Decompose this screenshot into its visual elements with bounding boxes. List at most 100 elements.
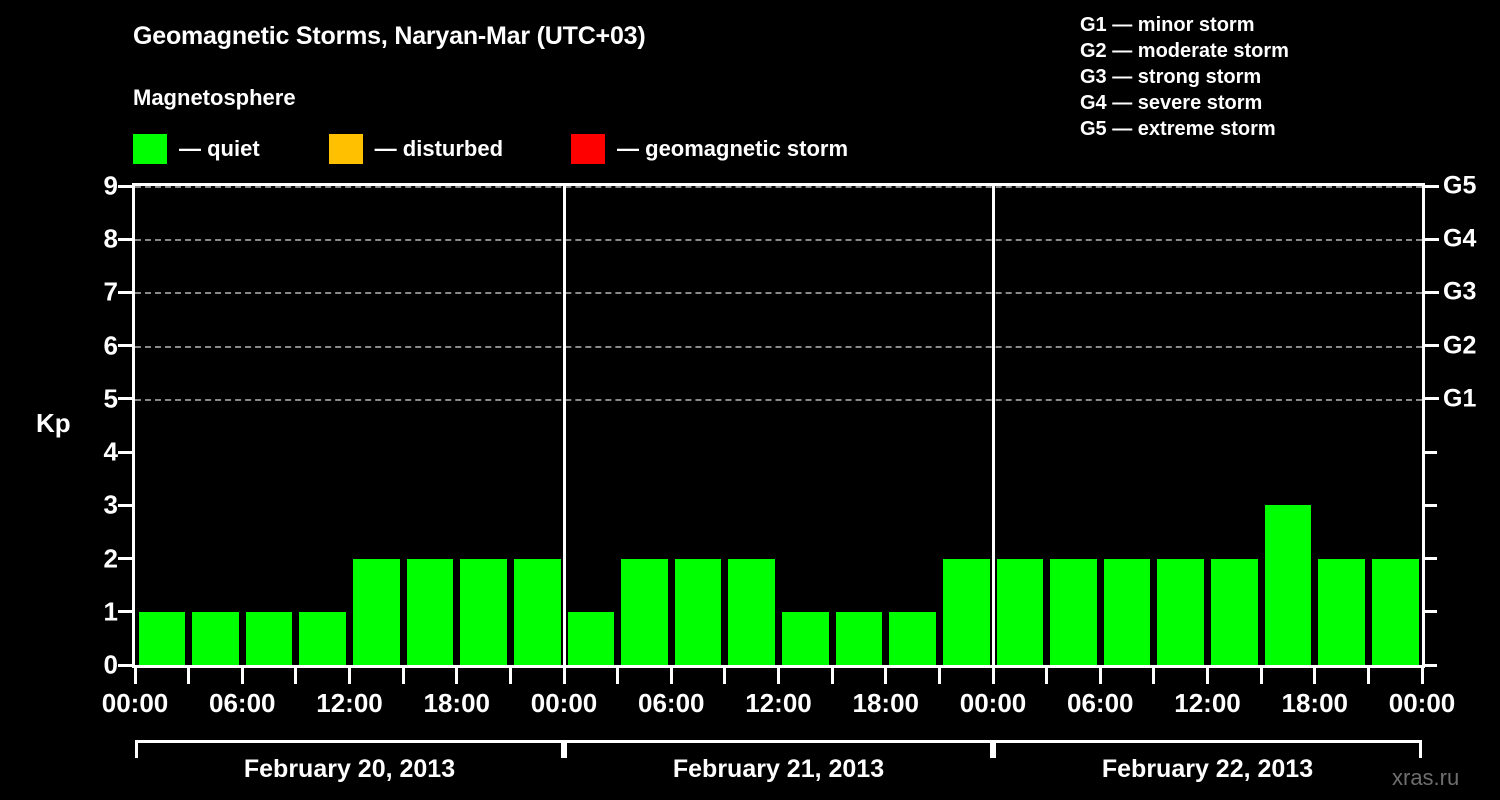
legend-item-quiet: — quiet	[133, 134, 260, 164]
bar	[192, 611, 239, 665]
x-tick-mark-16	[991, 668, 995, 684]
x-tick-mark-12	[777, 668, 780, 684]
bar	[1157, 558, 1204, 665]
day-bracket	[993, 740, 1422, 758]
g-legend-line-g5: G5 — extreme storm	[1080, 118, 1276, 140]
y-axis-title: Kp	[36, 408, 71, 438]
g-tick-mark-G1	[1425, 397, 1439, 401]
day-separator	[991, 186, 995, 665]
bar	[406, 558, 454, 665]
x-tick-mark-19	[1152, 668, 1156, 684]
x-tick-mark-1	[187, 668, 191, 684]
day-label: February 22, 2013	[1101, 755, 1314, 783]
bar	[996, 558, 1044, 665]
g-minor-tick-kp-2	[1425, 557, 1437, 561]
g-scale-legend: G1 — minor storm G2 — moderate storm G3 …	[1080, 12, 1289, 142]
day-brackets	[132, 740, 1428, 760]
bar	[245, 611, 293, 665]
g-axis-tick-labels: G1 G2 G3 G4 G5	[1443, 172, 1499, 668]
bar	[1050, 558, 1097, 665]
x-tick-label-1: 06:00	[209, 688, 276, 718]
y-tick-label-4: 4	[103, 436, 118, 467]
g-minor-tick-kp-4	[1425, 450, 1437, 454]
g-tick-label-G5: G5	[1443, 171, 1477, 200]
bar	[621, 558, 668, 665]
x-tick-mark-23	[1366, 668, 1370, 684]
x-tick-mark-0	[133, 668, 137, 684]
x-tick-mark-4	[348, 668, 351, 684]
x-tick-mark-8	[562, 668, 566, 684]
y-tick-label-3: 3	[103, 489, 118, 520]
legend-label-quiet: — quiet	[179, 136, 260, 161]
legend-item-disturbed: — disturbed	[328, 134, 504, 164]
day-labels: February 20, 2013 February 21, 2013 Februa…	[132, 755, 1428, 791]
x-tick-mark-18	[1098, 668, 1102, 684]
gridline-kp-5	[135, 398, 1422, 401]
x-tick-mark-24	[1420, 668, 1424, 684]
legend-item-storm: — geomagnetic storm	[571, 134, 848, 164]
x-tick-label-2: 12:00	[316, 688, 383, 718]
x-tick-label-10: 12:00	[1174, 688, 1241, 718]
x-tick-mark-15	[937, 668, 941, 684]
x-tick-mark-22	[1313, 668, 1317, 684]
gridline-kp-8	[135, 239, 1422, 242]
g-tick-mark-G4	[1425, 237, 1439, 241]
day-label: February 21, 2013	[672, 755, 885, 783]
g-legend-line-g3: G3 — strong storm	[1080, 66, 1262, 88]
bar	[353, 558, 400, 665]
bar	[782, 611, 829, 665]
bar	[942, 558, 990, 665]
page-title: Geomagnetic Storms, Naryan-Mar (UTC+03)	[133, 22, 646, 50]
bar	[674, 558, 722, 665]
g-tick-label-G3: G3	[1443, 277, 1477, 306]
y-tick-mark-9	[118, 184, 132, 188]
y-tick-mark-5	[118, 397, 132, 401]
y-tick-label-7: 7	[103, 276, 118, 307]
x-tick-mark-3	[294, 668, 298, 684]
g-minor-tick-kp-0	[1425, 663, 1437, 667]
day-label: February 20, 2013	[243, 755, 456, 783]
x-tick-mark-2	[240, 668, 244, 684]
x-tick-label-4: 00:00	[530, 688, 598, 718]
y-tick-label-5: 5	[103, 383, 118, 414]
x-tick-label-8: 00:00	[959, 688, 1027, 718]
storm-swatch	[571, 134, 606, 164]
bar	[513, 558, 561, 665]
day-bracket	[564, 740, 993, 758]
x-tick-label-12: 00:00	[1388, 688, 1456, 718]
x-axis-ticks	[132, 668, 1428, 684]
y-tick-label-0: 0	[103, 649, 118, 680]
x-tick-mark-6	[455, 668, 459, 684]
bar	[1371, 558, 1419, 665]
day-bracket	[135, 740, 564, 758]
x-tick-label-6: 12:00	[745, 688, 812, 718]
x-tick-label-5: 06:00	[638, 688, 705, 718]
y-tick-mark-4	[118, 450, 132, 454]
y-tick-label-9: 9	[103, 170, 118, 201]
g-legend-line-g1: G1 — minor storm	[1080, 14, 1255, 36]
y-tick-mark-8	[118, 237, 132, 241]
plot-area	[132, 183, 1425, 668]
gridline-kp-7	[135, 292, 1422, 295]
g-tick-label-G1: G1	[1443, 384, 1477, 413]
gridline-kp-6	[135, 345, 1422, 348]
y-tick-mark-3	[118, 503, 132, 507]
bar	[889, 611, 936, 665]
bar	[835, 611, 883, 665]
g-axis-ticks	[1425, 183, 1439, 668]
y-tick-label-6: 6	[103, 330, 118, 361]
g-tick-label-G2: G2	[1443, 331, 1477, 360]
x-tick-label-7: 18:00	[852, 688, 920, 718]
y-tick-label-2: 2	[103, 543, 118, 574]
y-tick-label-1: 1	[103, 596, 118, 627]
g-tick-label-G4: G4	[1443, 224, 1477, 253]
plot-inner	[135, 186, 1422, 665]
x-tick-mark-20	[1206, 668, 1209, 684]
x-tick-mark-5	[401, 668, 405, 684]
x-tick-label-11: 18:00	[1281, 688, 1349, 718]
legend-label-storm: — geomagnetic storm	[617, 136, 849, 161]
legend-label-disturbed: — disturbed	[374, 136, 504, 161]
x-tick-label-9: 06:00	[1067, 688, 1134, 718]
x-tick-mark-10	[669, 668, 673, 684]
g-minor-tick-kp-3	[1425, 503, 1437, 507]
